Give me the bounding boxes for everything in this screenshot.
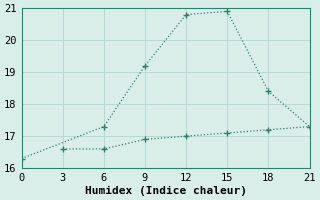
- X-axis label: Humidex (Indice chaleur): Humidex (Indice chaleur): [84, 186, 246, 196]
